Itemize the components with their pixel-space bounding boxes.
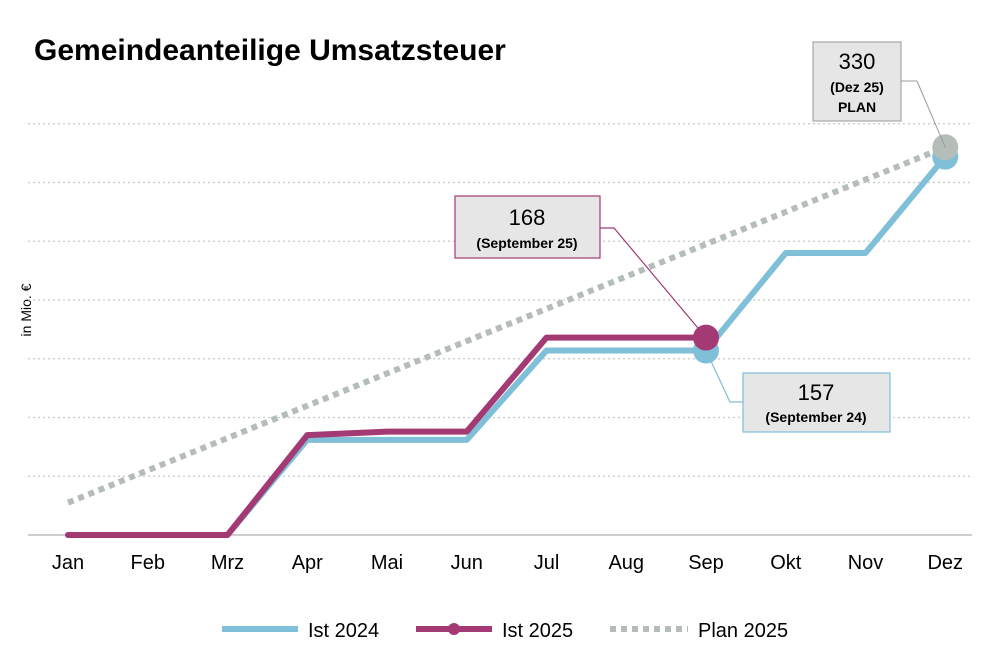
callout-plan-box xyxy=(812,41,902,122)
end-markers xyxy=(693,134,959,364)
x-tick-label: Feb xyxy=(131,552,165,574)
callout-ist2025-date: (September 25) xyxy=(476,235,577,251)
x-tick-labels: Jan Feb Mrz Apr Mai Jun Jul Aug Sep Okt Nov Dez xyxy=(52,552,963,574)
callout-ist2025-leader xyxy=(600,227,707,338)
callout-ist2025-box xyxy=(454,195,601,259)
callout-plan: 330 (Dez 25) PLAN xyxy=(812,41,946,148)
y-axis-label: in Mio. € xyxy=(18,283,34,336)
legend-ist-2025-label: Ist 2025 xyxy=(502,620,573,642)
callout-ist2024: 157 (September 24) xyxy=(705,350,891,433)
x-tick-label: Jan xyxy=(52,552,84,574)
chart-title: Gemeindeanteilige Umsatzsteuer xyxy=(34,34,506,67)
callout-ist2025: 168 (September 25) xyxy=(454,195,707,338)
x-tick-label: Jul xyxy=(534,552,560,574)
x-tick-label: Okt xyxy=(770,552,802,574)
x-tick-label: Mrz xyxy=(211,552,244,574)
legend-plan-2025-label: Plan 2025 xyxy=(698,620,788,642)
legend: Ist 2024 Ist 2025 Plan 2025 xyxy=(222,620,788,642)
ist-2025-line xyxy=(65,334,709,538)
callout-plan-tag: PLAN xyxy=(838,99,876,115)
x-tick-label: Apr xyxy=(292,552,323,574)
x-tick-label: Nov xyxy=(848,552,884,574)
callout-ist2024-leader xyxy=(705,350,743,403)
plan-2025-line xyxy=(66,144,947,506)
callout-ist2024-date: (September 24) xyxy=(765,409,866,425)
callout-plan-date: (Dez 25) xyxy=(830,79,884,95)
callout-ist2024-box xyxy=(742,372,891,433)
legend-ist-2025-marker xyxy=(448,623,460,635)
x-tick-label: Jun xyxy=(451,552,483,574)
x-tick-label: Sep xyxy=(688,552,724,574)
x-tick-label: Aug xyxy=(608,552,644,574)
callout-plan-value: 330 xyxy=(839,49,876,74)
x-tick-label: Mai xyxy=(371,552,403,574)
x-tick-label: Dez xyxy=(927,552,963,574)
callout-ist2025-value: 168 xyxy=(509,205,546,230)
legend-ist-2024-label: Ist 2024 xyxy=(308,620,379,642)
callout-ist2024-value: 157 xyxy=(798,380,835,405)
callout-plan-leader-diagonal xyxy=(916,80,946,148)
